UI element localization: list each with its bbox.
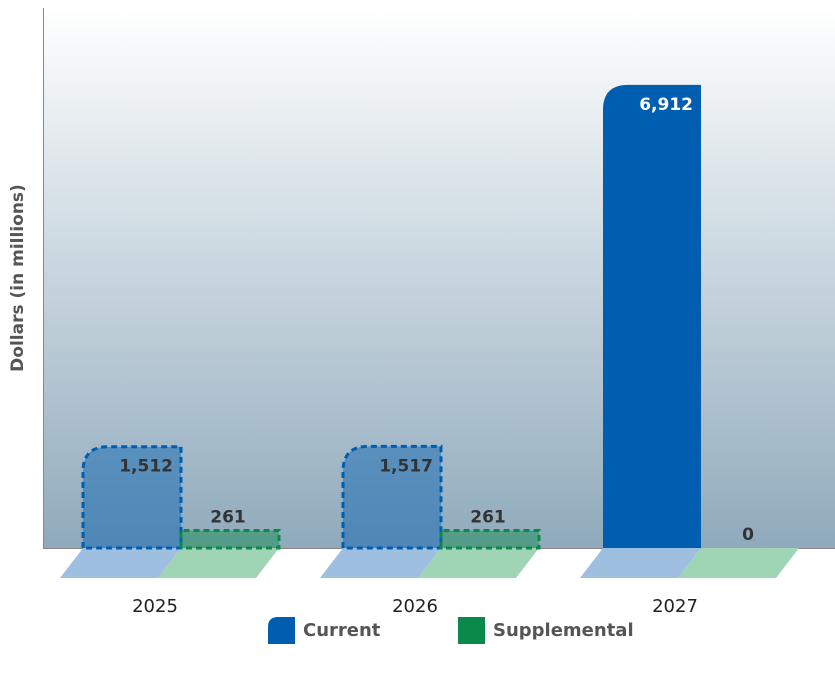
floor	[418, 548, 539, 578]
legend-label: Current	[303, 620, 381, 641]
floor	[158, 548, 279, 578]
legend-label: Supplemental	[493, 620, 634, 641]
floor	[580, 548, 701, 578]
value-label: 1,512	[119, 457, 173, 477]
bar	[603, 84, 701, 549]
x-tick-label: 2026	[392, 596, 438, 617]
legend-swatch	[268, 617, 295, 644]
value-label: 6,912	[639, 95, 693, 115]
floor	[60, 548, 181, 578]
floor	[320, 548, 441, 578]
value-label: 261	[210, 508, 246, 528]
x-tick-label: 2027	[652, 596, 698, 617]
x-tick-label: 2025	[132, 596, 178, 617]
bar	[439, 529, 541, 550]
floor	[678, 548, 799, 578]
bar	[341, 444, 443, 550]
value-label: 1,517	[379, 456, 433, 476]
value-label: 0	[742, 525, 754, 545]
value-label: 261	[470, 508, 506, 528]
bar	[179, 529, 281, 550]
y-axis-label: Dollars (in millions)	[8, 184, 28, 372]
legend-swatch	[458, 617, 485, 644]
bar	[81, 445, 183, 550]
